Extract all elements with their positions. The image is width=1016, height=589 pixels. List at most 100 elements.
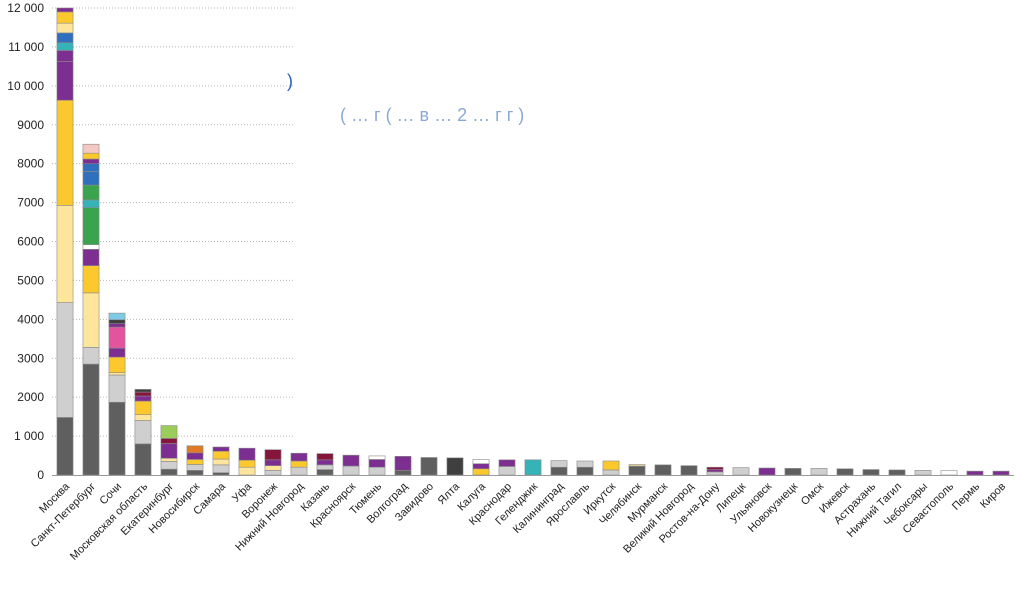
x-tick-label: Пермь <box>950 480 982 512</box>
bar-stack <box>186 445 204 476</box>
bar-stack <box>706 466 724 476</box>
bar-segment <box>134 395 152 402</box>
bar-stack <box>524 459 542 476</box>
y-tick-label: 9000 <box>17 118 44 132</box>
bar-segment <box>82 292 100 348</box>
bar-segment <box>134 420 152 445</box>
bar-segment <box>82 347 100 365</box>
bar-stack <box>56 7 74 476</box>
bar-segment <box>82 244 100 250</box>
y-tick-label: 1 000 <box>14 429 44 443</box>
bar-stack <box>992 470 1010 476</box>
bar-segment <box>628 464 646 467</box>
overlay-text-line-1: ) <box>287 71 293 91</box>
bar-stack <box>654 464 672 476</box>
bar-segment <box>56 32 74 43</box>
bar-segment <box>108 374 126 403</box>
bar-segment <box>368 466 386 476</box>
bar-stack <box>108 312 126 476</box>
bar-segment <box>134 391 152 397</box>
bar-segment <box>602 469 620 476</box>
bar-stack <box>732 467 750 476</box>
bar-stack <box>576 460 594 476</box>
bar-segment <box>108 372 126 376</box>
bar-segment <box>498 466 516 476</box>
bar-stack <box>680 465 698 476</box>
y-tick-label: 0 <box>37 468 44 482</box>
y-tick-label: 2000 <box>17 390 44 404</box>
bar-segment <box>888 469 906 476</box>
bar-segment <box>394 470 412 476</box>
bar-segment <box>56 302 74 418</box>
bar-stack <box>940 470 958 476</box>
bar-segment <box>394 456 412 471</box>
bar-segment <box>264 449 282 461</box>
bar-segment <box>238 459 256 468</box>
bar-segment <box>82 265 100 294</box>
bar-stack <box>420 457 438 476</box>
bar-segment <box>342 465 360 476</box>
y-tick-label: 10 000 <box>7 79 44 93</box>
bar-segment <box>134 389 152 393</box>
bar-stack <box>498 459 516 476</box>
y-tick-label: 12 000 <box>7 1 44 15</box>
bar-stack <box>888 469 906 476</box>
bar-stack <box>966 470 984 476</box>
bar-segment <box>264 465 282 471</box>
bar-segment <box>186 459 204 465</box>
bar-stack <box>914 470 932 476</box>
bar-segment <box>576 460 594 468</box>
bar-segment <box>56 50 74 62</box>
bar-segment <box>706 469 724 473</box>
bar-segment <box>290 466 308 476</box>
bar-stack <box>602 460 620 476</box>
bar-segment <box>160 461 178 470</box>
bar-segment <box>160 438 178 444</box>
bar-stack <box>160 425 178 476</box>
bar-segment <box>576 466 594 476</box>
bar-segment <box>160 443 178 459</box>
bar-segment <box>160 425 178 439</box>
y-tick-label: 6000 <box>17 235 44 249</box>
bar-stack <box>368 455 386 476</box>
bar-segment <box>290 460 308 468</box>
bar-segment <box>82 199 100 208</box>
bar-segment <box>966 470 984 476</box>
bar-stack <box>758 467 776 476</box>
bar-segment <box>836 468 854 476</box>
y-tick-label: 7000 <box>17 196 44 210</box>
overlay-layer: ) ( … г ( … в … 2 … г г ) <box>287 71 524 125</box>
bar-segment <box>992 470 1010 476</box>
bar-segment <box>56 61 74 101</box>
bar-segment <box>524 459 542 476</box>
bar-segment <box>862 469 880 476</box>
y-tick-label: 5000 <box>17 273 44 287</box>
bar-segment <box>602 460 620 471</box>
bar-stack <box>446 457 464 476</box>
bar-stack <box>134 389 152 476</box>
bar-segment <box>82 363 100 476</box>
bar-segment <box>758 467 776 476</box>
bar-segment <box>160 468 178 476</box>
bar-stack <box>862 469 880 476</box>
bar-segment <box>186 445 204 454</box>
bar-segment <box>290 452 308 462</box>
y-tick-label: 4000 <box>17 312 44 326</box>
bar-segment <box>264 470 282 476</box>
bar-segment <box>82 248 100 266</box>
bar-segment <box>212 472 230 476</box>
bar-segment <box>420 457 438 476</box>
bar-segment <box>316 464 334 470</box>
bar-segment <box>732 467 750 476</box>
bar-segment <box>160 457 178 462</box>
overlay-text-line-2: ( … г ( … в … 2 … г г ) <box>340 105 524 125</box>
bar-segment <box>186 464 204 471</box>
y-tick-label: 3000 <box>17 351 44 365</box>
y-tick-label: 8000 <box>17 157 44 171</box>
bar-segment <box>82 143 100 154</box>
bar-segment <box>108 326 126 349</box>
bar-segment <box>212 450 230 460</box>
bar-segment <box>82 158 100 164</box>
bar-segment <box>368 459 386 468</box>
bar-segment <box>56 42 74 51</box>
